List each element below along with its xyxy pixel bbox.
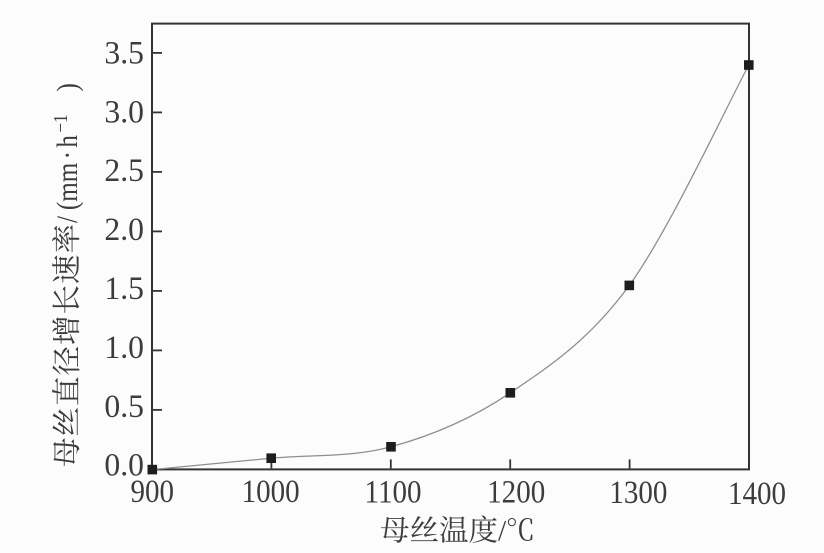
svg-text:0.5: 0.5 xyxy=(104,387,144,424)
svg-text:1.5: 1.5 xyxy=(104,269,144,306)
svg-text:900: 900 xyxy=(131,472,175,509)
svg-text:0.0: 0.0 xyxy=(104,446,144,483)
svg-text:2.5: 2.5 xyxy=(104,152,144,189)
svg-text:1300: 1300 xyxy=(609,473,667,510)
svg-text:1000: 1000 xyxy=(242,472,300,509)
svg-text:2.0: 2.0 xyxy=(104,211,144,248)
svg-text:3.5: 3.5 xyxy=(104,34,144,71)
svg-text:1200: 1200 xyxy=(487,473,545,510)
svg-text:/: / xyxy=(498,516,507,548)
svg-text:3.0: 3.0 xyxy=(104,93,144,130)
svg-text:1400: 1400 xyxy=(728,474,786,511)
svg-text:1.0: 1.0 xyxy=(104,328,144,365)
svg-text:1100: 1100 xyxy=(364,473,421,510)
